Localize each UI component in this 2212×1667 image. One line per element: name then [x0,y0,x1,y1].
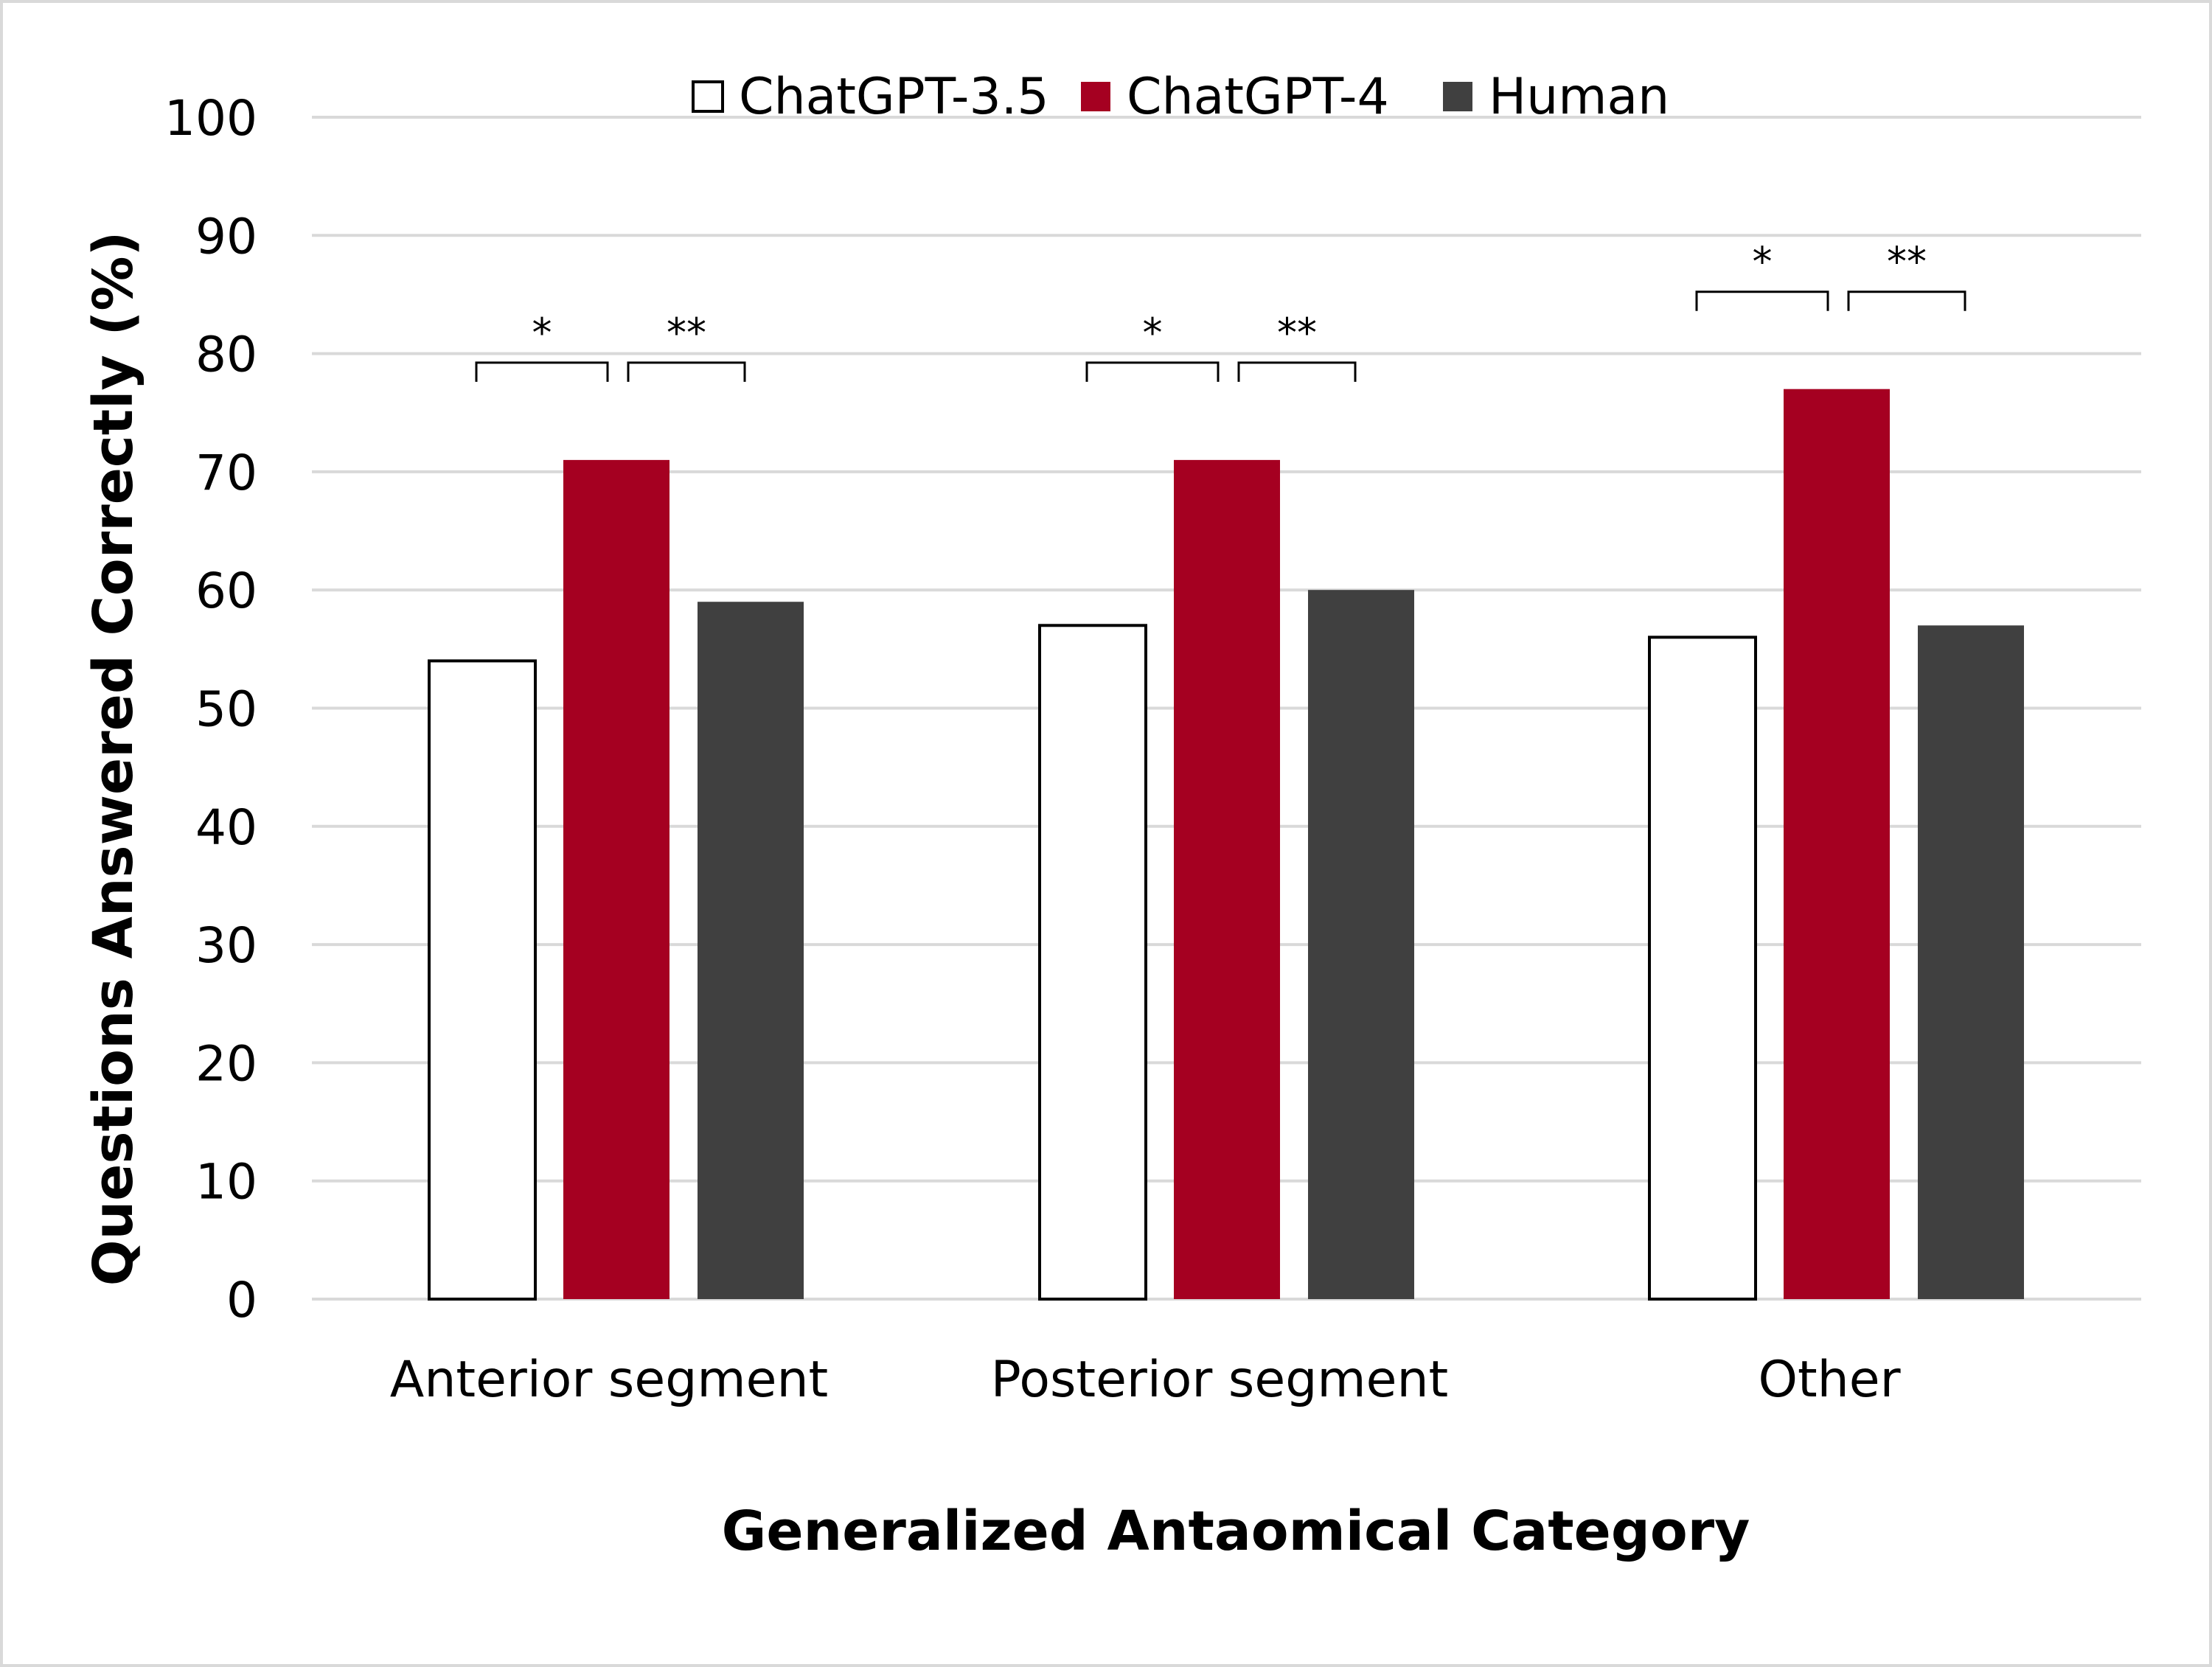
x-axis-title: Generalized Antaomical Category [722,1500,1750,1563]
y-tick-label: 40 [195,799,257,856]
significance-marker: ** [1887,239,1927,285]
y-tick-label: 30 [195,917,257,974]
y-axis-title: Questions Answered Correctly (%) [82,232,145,1287]
legend-swatch [1081,82,1110,111]
significance-bracket [1085,361,1220,382]
x-tick-label: Other [1758,1351,1900,1409]
significance-marker: ** [1277,310,1317,356]
y-tick-label: 60 [195,563,257,619]
significance-bracket [1695,290,1829,311]
bar-human [1308,590,1414,1299]
legend-label: Human [1489,68,1669,126]
y-tick-label: 70 [195,445,257,501]
legend-swatch [692,80,724,113]
significance-bracket [1847,290,1966,311]
significance-marker: * [1753,239,1773,285]
y-tick-label: 10 [195,1154,257,1211]
y-tick-label: 20 [195,1035,257,1092]
significance-marker: ** [667,310,706,356]
bar-chatgpt-3-5 [1038,624,1147,1301]
legend-label: ChatGPT-4 [1127,68,1389,126]
bar-chatgpt-4 [1174,459,1280,1299]
significance-marker: * [1143,310,1163,356]
x-tick-label: Anterior segment [390,1351,828,1409]
significance-bracket [627,361,746,382]
bar-chatgpt-3-5 [428,659,537,1301]
bar-chatgpt-3-5 [1648,636,1757,1301]
significance-marker: * [532,310,552,356]
significance-bracket [1237,361,1357,382]
bar-human [698,602,804,1299]
bar-chatgpt-4 [563,459,669,1299]
y-tick-label: 90 [195,208,257,265]
bar-human [1918,625,2024,1299]
legend-label: ChatGPT-3.5 [739,68,1049,126]
x-tick-label: Posterior segment [991,1351,1448,1409]
y-tick-label: 80 [195,327,257,383]
y-tick-label: 100 [164,90,257,147]
y-tick-label: 50 [195,681,257,738]
legend-swatch [1443,82,1472,111]
significance-bracket [475,361,609,382]
y-tick-label: 0 [226,1272,257,1329]
bar-chatgpt-4 [1784,389,1890,1300]
bar-chart: 0 10 20 30 40 50 60 70 80 90 100 Anterior segment Po… [82,68,2141,1563]
